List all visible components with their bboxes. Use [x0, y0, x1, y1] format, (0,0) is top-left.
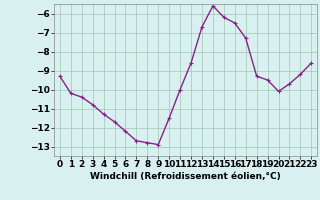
X-axis label: Windchill (Refroidissement éolien,°C): Windchill (Refroidissement éolien,°C)	[90, 172, 281, 181]
